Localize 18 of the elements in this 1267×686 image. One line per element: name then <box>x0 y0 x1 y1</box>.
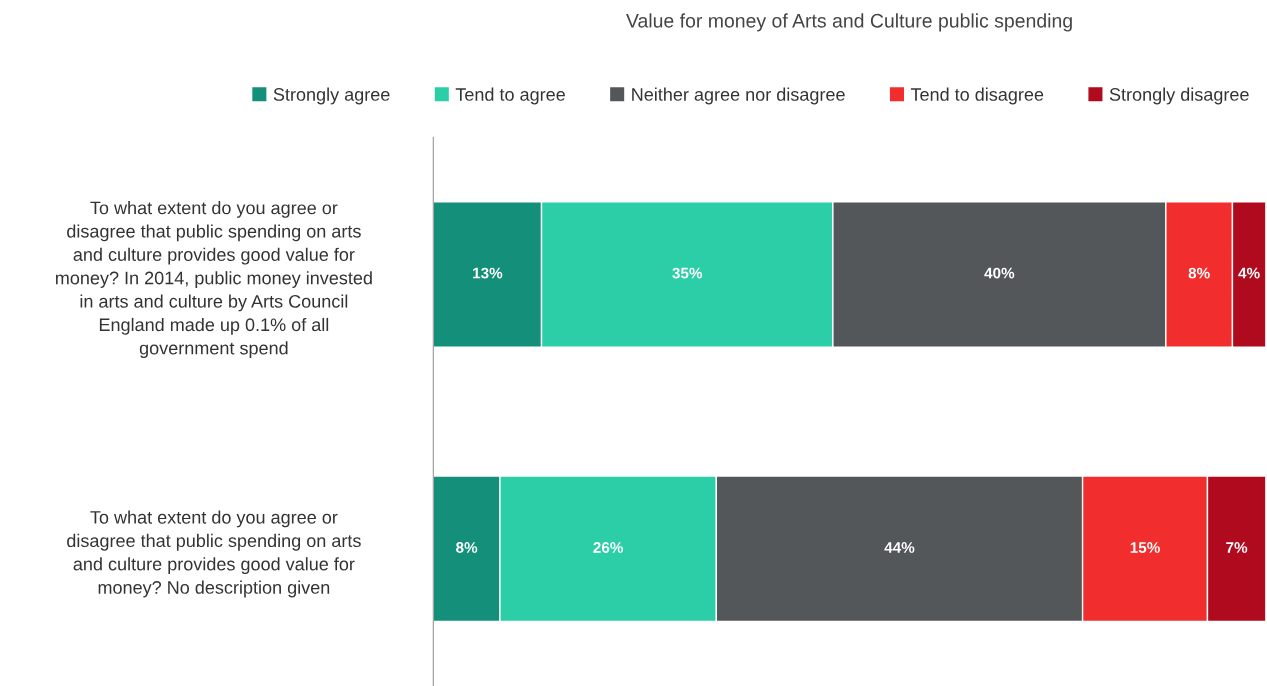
data-label: 35% <box>672 267 703 279</box>
data-label: 8% <box>1188 267 1210 279</box>
legend-label: Neither agree nor disagree <box>632 87 845 105</box>
data-label: 15% <box>1130 542 1160 553</box>
legend-label: Tend to disagree <box>910 87 1044 105</box>
data-label: 26% <box>593 542 624 553</box>
data-label: 4% <box>1238 267 1260 279</box>
chart-title: Value for money of Arts and Culture public spending <box>626 13 1072 32</box>
y-tick-label: To what extent do you agree or disagree that public spending on arts and culture provides good value for money? In 2014, public money invested in arts and culture by Arts Council England made up 0.1% of all government spend <box>55 201 372 359</box>
legend-label: Tend to agree <box>455 87 565 105</box>
data-label: 7% <box>1226 542 1248 553</box>
legend-label: Strongly agree <box>273 87 390 105</box>
data-label: 44% <box>884 542 915 553</box>
data-label: 40% <box>984 267 1015 279</box>
legend-label: Strongly disagree <box>1109 87 1249 105</box>
data-label: 8% <box>456 542 478 553</box>
y-tick-label: To what extent do you agree or disagree that public spending on arts and culture provides good value for money? No description given <box>67 510 361 598</box>
data-label: 13% <box>473 267 503 279</box>
